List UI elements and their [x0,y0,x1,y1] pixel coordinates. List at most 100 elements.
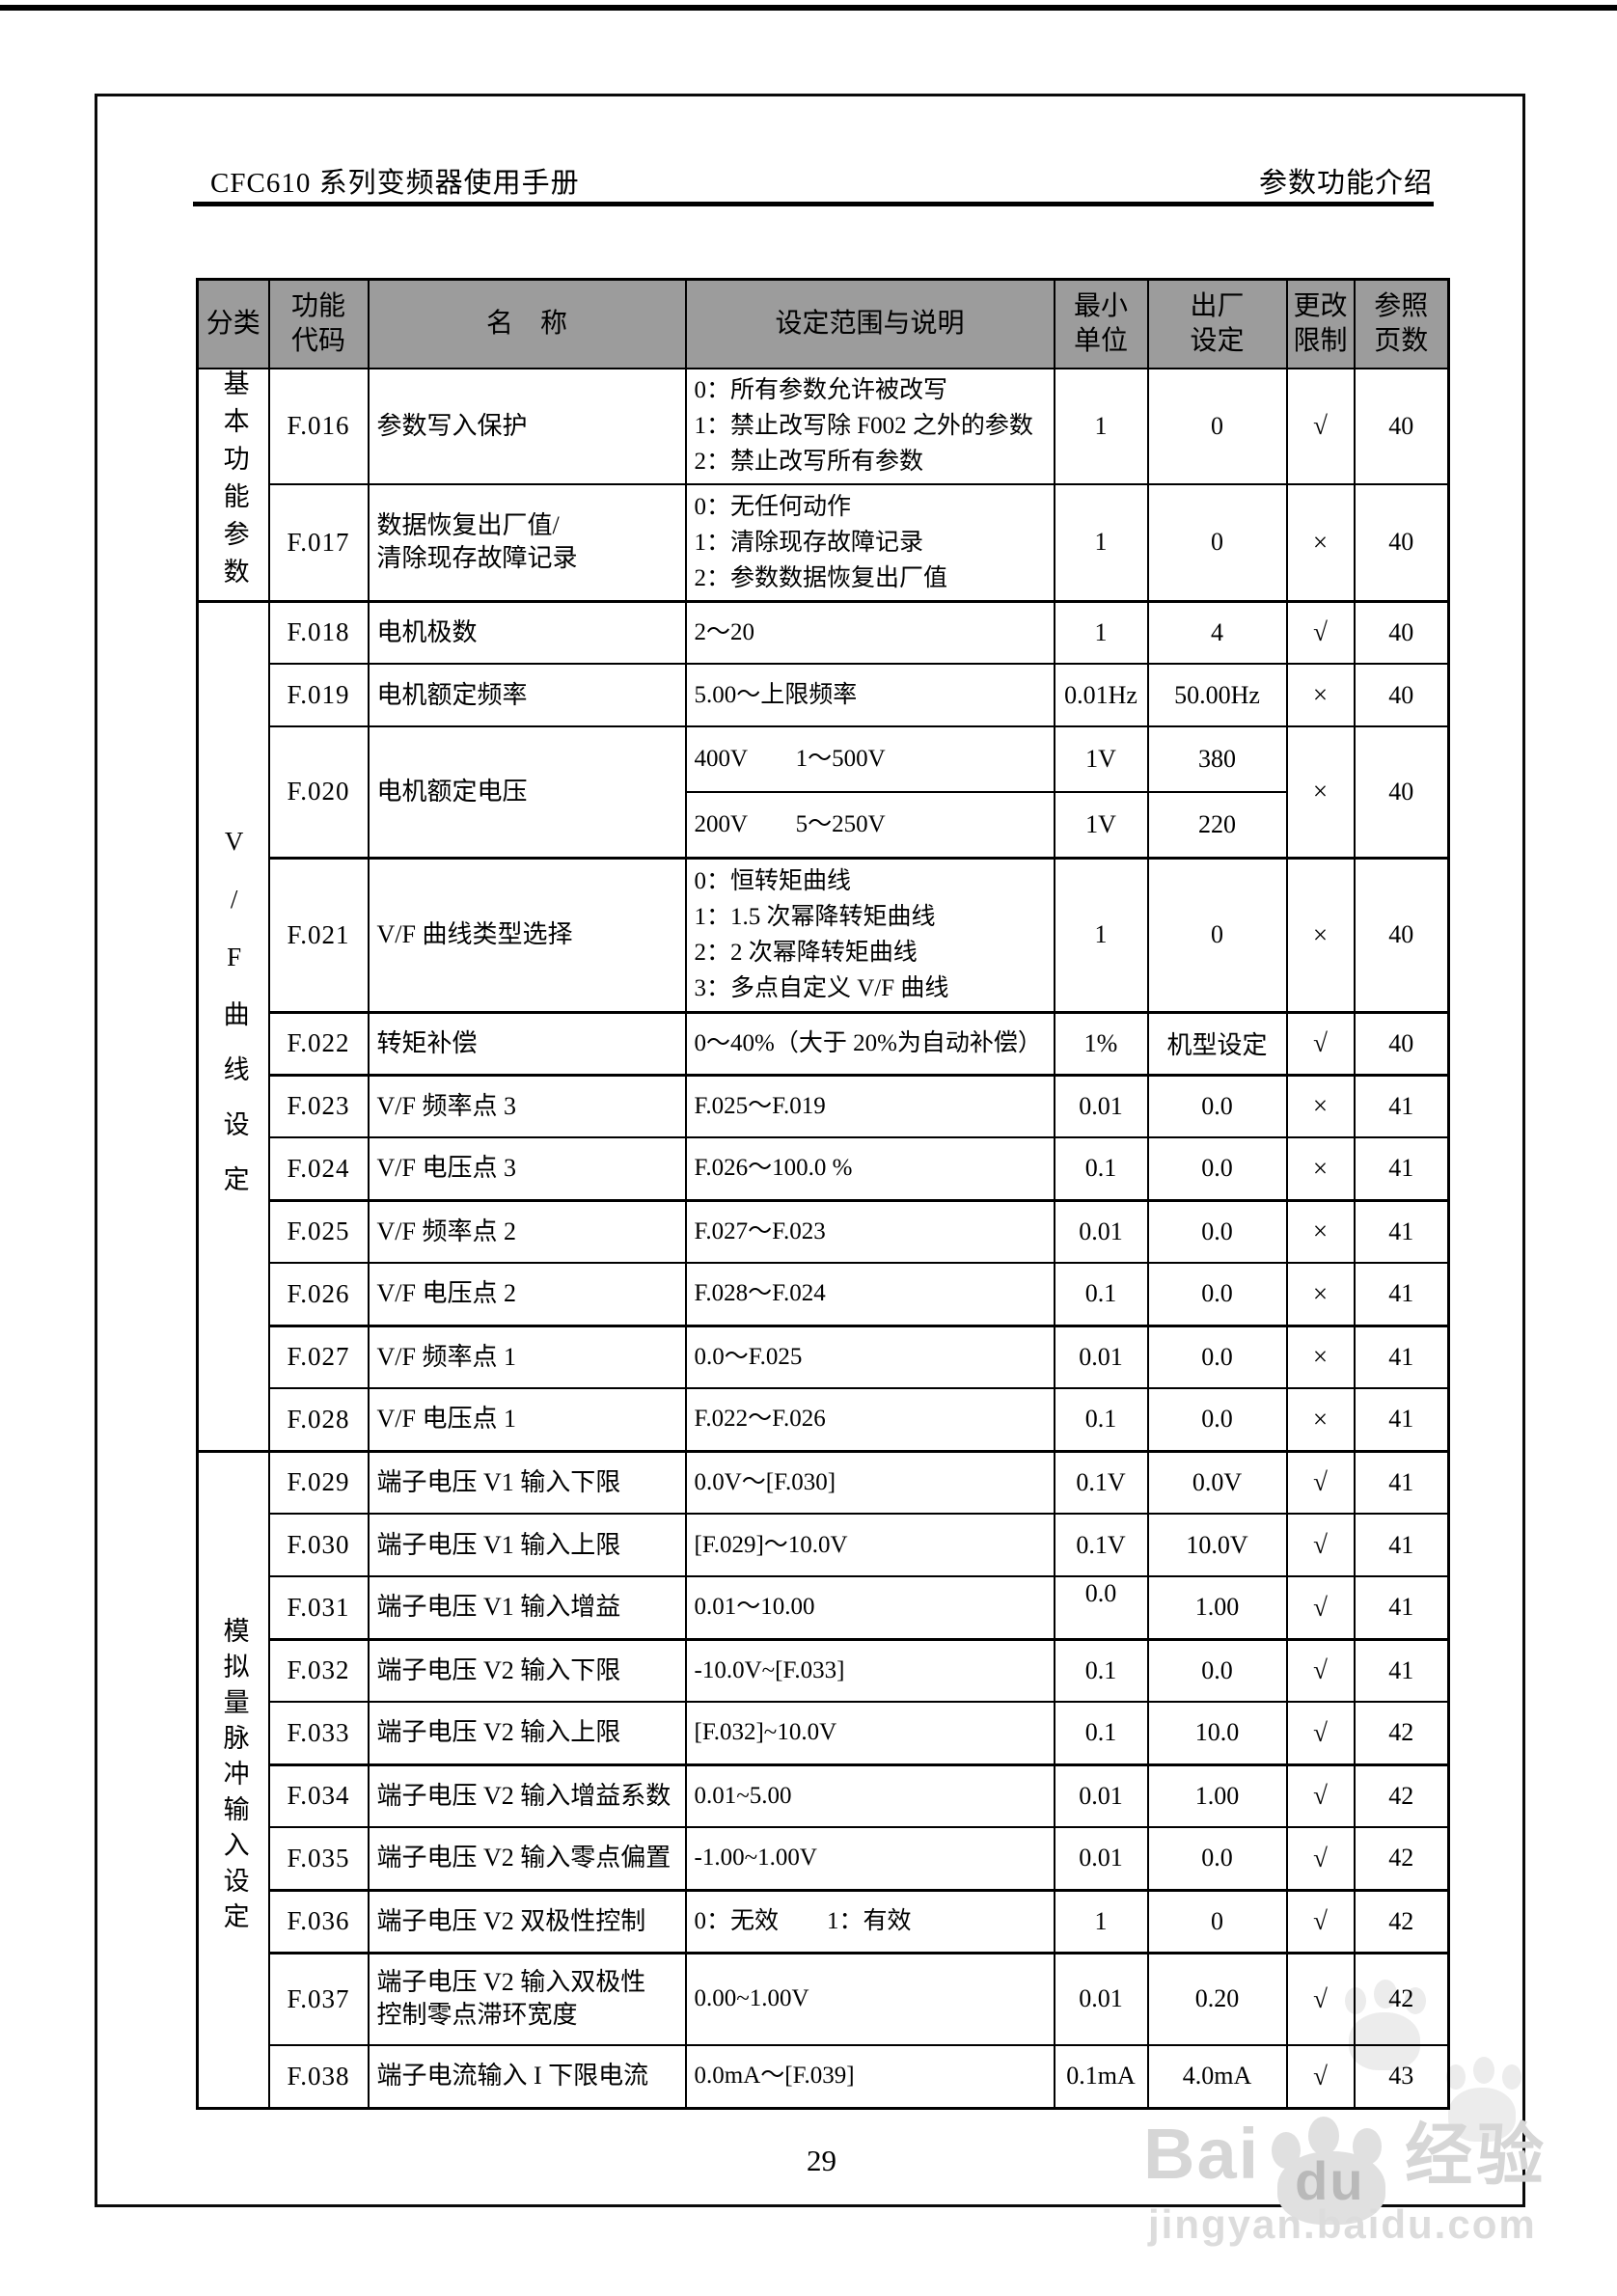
table-row-F030: F.030 端子电压 V1 输入上限 [F.029]～10.0V 0.1V 10… [198,1513,1450,1577]
unit-cell: 1V [1053,791,1149,859]
name-cell: 端子电压 V1 输入上限 [367,1513,687,1577]
table-row-F024: F.024 V/F 电压点 3 F.026～100.0 % 0.1 0.0 × … [198,1136,1450,1201]
page-cell: 41 [1353,1073,1450,1138]
limit-cell: × [1285,1136,1356,1201]
range-line: 1：清除现存故障记录 [694,529,924,556]
unit-cell: 0.1 [1053,1387,1149,1452]
unit-cell: 0.1V [1053,1513,1149,1577]
watermark-url: jingyan.baidu.com [1148,2201,1537,2247]
chapter-title-header: 参数功能介绍 [1258,168,1433,199]
table-row-F026: F.026 V/F 电压点 2 F.028～F.024 0.1 0.0 × 41 [198,1262,1450,1326]
unit-cell: 0.1V [1053,1449,1149,1515]
unit-cell: 1 [1053,599,1149,665]
range-line: 0：恒转矩曲线 [694,868,852,894]
factory-cell: 4.0mA [1146,2044,1288,2109]
name-cell: 端子电压 V2 输入上限 [367,1701,687,1765]
name-cell: 电机极数 [367,599,687,665]
factory-cell: 0 [1146,367,1288,485]
range-cell: 0.0mA～[F.039] [684,2044,1055,2109]
limit-cell: × [1285,1324,1356,1389]
code-cell: F.028 [267,1387,370,1452]
page-cell: 40 [1353,367,1450,485]
unit-cell: 0.1 [1053,1136,1149,1201]
page-cell: 41 [1353,1387,1450,1452]
factory-cell: 1.00 [1146,1575,1288,1640]
header-factory-setting: 出厂 设定 [1146,278,1288,369]
range-cell: -10.0V~[F.033] [684,1637,1055,1703]
factory-cell: 0 [1146,482,1288,603]
limit-cell: √ [1285,1951,1356,2046]
range-cell: 5.00～上限频率 [684,663,1055,727]
factory-cell: 380 [1146,725,1288,793]
table-row-F034: F.034 端子电压 V2 输入增益系数 0.01~5.00 0.01 1.00… [198,1763,1450,1828]
page-cell: 40 [1353,1010,1450,1076]
table-row-F029: 模拟量脉冲输入设定 F.029 端子电压 V1 输入下限 0.0V～[F.030… [196,1449,1450,2109]
unit-cell: 0.1 [1053,1701,1149,1765]
limit-cell: × [1285,725,1356,859]
name-cell: 端子电压 V2 输入零点偏置 [367,1826,687,1891]
page-cell: 41 [1353,1637,1450,1703]
name-cell: 端子电流输入 I 下限电流 [367,2044,687,2109]
factory-cell: 0.0 [1146,1637,1288,1703]
parameter-table: 分类 功能 代码 名 称 设定范围与说明 最小 单位 出厂 设定 更改 限制 参照 页数 … [196,278,1450,2110]
name-cell: 端子电压 V1 输入下限 [367,1449,687,1515]
category-cell-analog-pulse: 模拟量脉冲输入设定 [196,1449,270,2109]
range-cell: 200V 5～250V [684,791,1055,859]
name-cell: 端子电压 V2 输入双极性 控制零点滞环宽度 [367,1951,687,2046]
range-cell: -1.00~1.00V [684,1826,1055,1891]
page-cell: 41 [1353,1449,1450,1515]
unit-cell: 1 [1053,482,1149,603]
page-cell: 42 [1353,1951,1450,2046]
unit-cell: 0.1 [1053,1262,1149,1326]
code-cell: F.030 [267,1513,370,1577]
factory-cell: 0 [1146,1888,1288,1954]
page-top-edge-line [0,5,1617,11]
factory-cell: 0.0V [1146,1449,1288,1515]
table-row-F037: F.037 端子电压 V2 输入双极性 控制零点滞环宽度 0.00~1.00V … [198,1951,1450,2046]
range-cell: 0：无任何动作 1：清除现存故障记录 2：参数数据恢复出厂值 [684,482,1055,603]
header-rule [193,202,1434,206]
unit-cell: 1 [1053,1888,1149,1954]
range-cell: 0.0～F.025 [684,1324,1055,1389]
document-title-header: CFC610 系列变频器使用手册 [210,168,580,199]
table-row-F033: F.033 端子电压 V2 输入上限 [F.032]~10.0V 0.1 10.… [198,1701,1450,1765]
name-cell: 参数写入保护 [367,367,687,485]
code-cell: F.029 [267,1449,370,1515]
limit-cell: √ [1285,1449,1356,1515]
code-cell: F.021 [267,856,370,1013]
limit-cell: √ [1285,1888,1356,1954]
header-name: 名 称 [367,278,687,369]
factory-cell: 0.0 [1146,1073,1288,1138]
table-row-F023: F.023 V/F 频率点 3 F.025～F.019 0.01 0.0 × 4… [198,1073,1450,1138]
code-cell: F.034 [267,1763,370,1828]
category-label: 基本功能参数 [219,369,249,595]
factory-cell: 0.0 [1146,1198,1288,1264]
range-line: 2：2 次幂降转矩曲线 [694,940,918,966]
code-cell: F.038 [267,2044,370,2109]
table-row-F021: F.021 V/F 曲线类型选择 0：恒转矩曲线 1：1.5 次幂降转矩曲线 2… [198,856,1450,1013]
table-row-F028: F.028 V/F 电压点 1 F.022～F.026 0.1 0.0 × 41 [198,1387,1450,1452]
name-cell: 端子电压 V1 输入增益 [367,1575,687,1640]
factory-cell: 1.00 [1146,1763,1288,1828]
limit-cell: × [1285,482,1356,603]
range-cell: 0.0V～[F.030] [684,1449,1055,1515]
factory-cell: 0.0 [1146,1262,1288,1326]
table-row-F038: F.038 端子电流输入 I 下限电流 0.0mA～[F.039] 0.1mA … [198,2044,1450,2109]
range-cell: 0.01～10.00 [684,1575,1055,1640]
code-cell: F.022 [267,1010,370,1076]
table-row-F016: 基本功能参数 F.016 参数写入保护 0：所有参数允许被改写 1：禁止改写除 … [196,367,1450,602]
limit-cell: √ [1285,1701,1356,1765]
code-cell: F.020 [267,725,370,859]
limit-cell: × [1285,663,1356,727]
range-cell: 0.01~5.00 [684,1763,1055,1828]
name-cell: V/F 电压点 3 [367,1136,687,1201]
code-cell: F.026 [267,1262,370,1326]
table-row-F031: F.031 端子电压 V1 输入增益 0.01～10.00 0.0 1.00 √… [198,1575,1450,1640]
table-row-F022: F.022 转矩补偿 0～40%（大于 20%为自动补偿） 1% 机型设定 √ … [198,1010,1450,1076]
watermark-du-text: du [1295,2150,1365,2211]
range-line: 1：禁止改写除 F002 之外的参数 [694,413,1033,440]
watermark-jingyan-text: 经验 [1405,2118,1548,2193]
name-line: 清除现存故障记录 [376,544,578,573]
page-cell: 40 [1353,856,1450,1013]
page-cell: 41 [1353,1136,1450,1201]
